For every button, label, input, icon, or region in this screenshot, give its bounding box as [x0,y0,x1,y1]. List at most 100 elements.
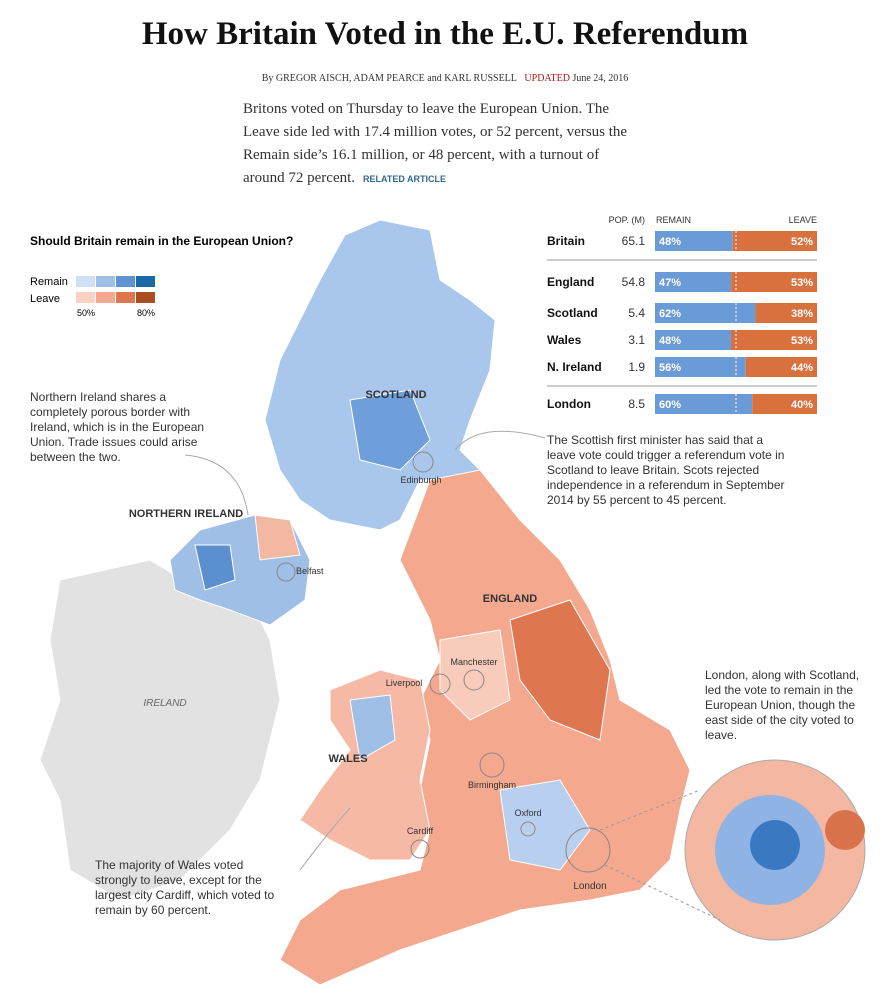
legend-low: 50% [77,308,95,318]
leave-label: 40% [791,399,813,411]
region-label: NORTHERN IRELAND [129,508,243,520]
row-pop: 8.5 [628,397,645,411]
circle [565,827,611,873]
remain-label: 62% [659,308,681,320]
circle [412,451,434,473]
wales [299,669,431,861]
wales-remain [349,694,396,761]
leave-bar [731,330,817,350]
region-label: WALES [328,753,367,765]
legend-remain: Remain [30,276,68,288]
england-dark [509,599,611,741]
city-label: Edinburgh [400,475,441,485]
callout [184,454,249,516]
swatch [116,276,135,287]
swatch [76,276,95,287]
row-name: London [547,397,591,411]
leave-label: 53% [791,335,813,347]
london-zoom-core [750,820,800,870]
england-light [439,629,511,721]
england [279,469,691,986]
region-label: IRELAND [143,698,186,709]
region-label: SCOTLAND [365,389,426,401]
row-pop: 1.9 [628,360,645,374]
remain-label: 48% [659,335,681,347]
col-header: REMAIN [656,215,691,225]
legend-high: 80% [137,308,155,318]
leave-bar [755,303,817,323]
leave-bar [731,272,817,292]
remain-bar [655,272,732,292]
row-name: Scotland [547,306,598,320]
updated: UPDATED [524,73,570,84]
city-label: Belfast [296,566,324,576]
annotation: The Scottish first minister has said tha… [547,433,785,507]
leave-bar [745,357,817,377]
ni-leave [254,514,301,561]
title: How Britain Voted in the E.U. Referendum [141,16,749,52]
callout [299,807,351,871]
row-pop: 54.8 [622,275,646,289]
circle [463,669,485,691]
swatch [136,292,155,303]
annotation: London, along with Scotland, led the vot… [705,668,860,742]
related-link[interactable]: RELATED ARTICLE [363,174,447,184]
remain-label: 60% [659,399,681,411]
col-header: LEAVE [789,215,817,225]
results-table: POP. (M) REMAIN LEAVE Britain 65.1 48% 52% Engl… [547,215,817,414]
scotland-dark [349,389,431,471]
london-zoom-east [825,810,865,850]
england-remain [499,779,591,871]
leave-bar [752,394,817,414]
city-label: Cardiff [407,826,434,836]
ni-dark [194,544,236,591]
leave-label: 44% [791,362,813,374]
remain-label: 47% [659,277,681,289]
row-name: Wales [547,333,582,347]
legend-leave: Leave [30,293,60,305]
row-pop: 5.4 [628,306,645,320]
swatch [136,276,155,287]
row-pop: 3.1 [628,333,645,347]
annotation: Northern Ireland shares a completely por… [30,390,205,464]
remain-bar [655,357,746,377]
remain-label: 56% [659,362,681,374]
swatch [76,292,95,303]
row-pop: 65.1 [622,234,646,248]
callout-lines [184,430,546,871]
legend-title: Should Britain remain in the European Un… [30,234,293,248]
leave-label: 52% [791,236,813,248]
byline: By GREGOR AISCH, ADAM PEARCE and KARL RU… [261,73,517,84]
swatch [116,292,135,303]
remain-bar [655,231,733,251]
city-label: Oxford [514,808,541,818]
city-label: Liverpool [386,678,423,688]
city-label: Birmingham [468,780,516,790]
circle [276,562,296,582]
map-shapes [39,219,691,986]
city-label: London [573,881,606,892]
circle [520,821,536,837]
legend-title-text: Should Britain remain in the European Un… [30,234,293,248]
col-header: POP. (M) [609,215,645,225]
leave-label: 38% [791,308,813,320]
remain-bar [655,303,756,323]
annotation: The majority of Wales voted strongly to … [95,858,275,917]
intro-box: Britons voted on Thursday to leave the E… [243,98,643,190]
swatch [96,276,115,287]
row-name: England [547,275,594,289]
byline-row: By GREGOR AISCH, ADAM PEARCE and KARL RU… [0,73,890,84]
leave-label: 53% [791,277,813,289]
circle [429,673,451,695]
leave-bar [732,231,817,251]
legend: Should Britain remain in the European Un… [30,234,293,318]
city-circles [276,451,611,873]
remain-bar [655,330,733,350]
row-name: N. Ireland [547,360,602,374]
row-name: Britain [547,234,585,248]
circle [479,752,505,778]
intro: Britons voted on Thursday to leave the E… [243,101,628,186]
circle [410,839,430,859]
